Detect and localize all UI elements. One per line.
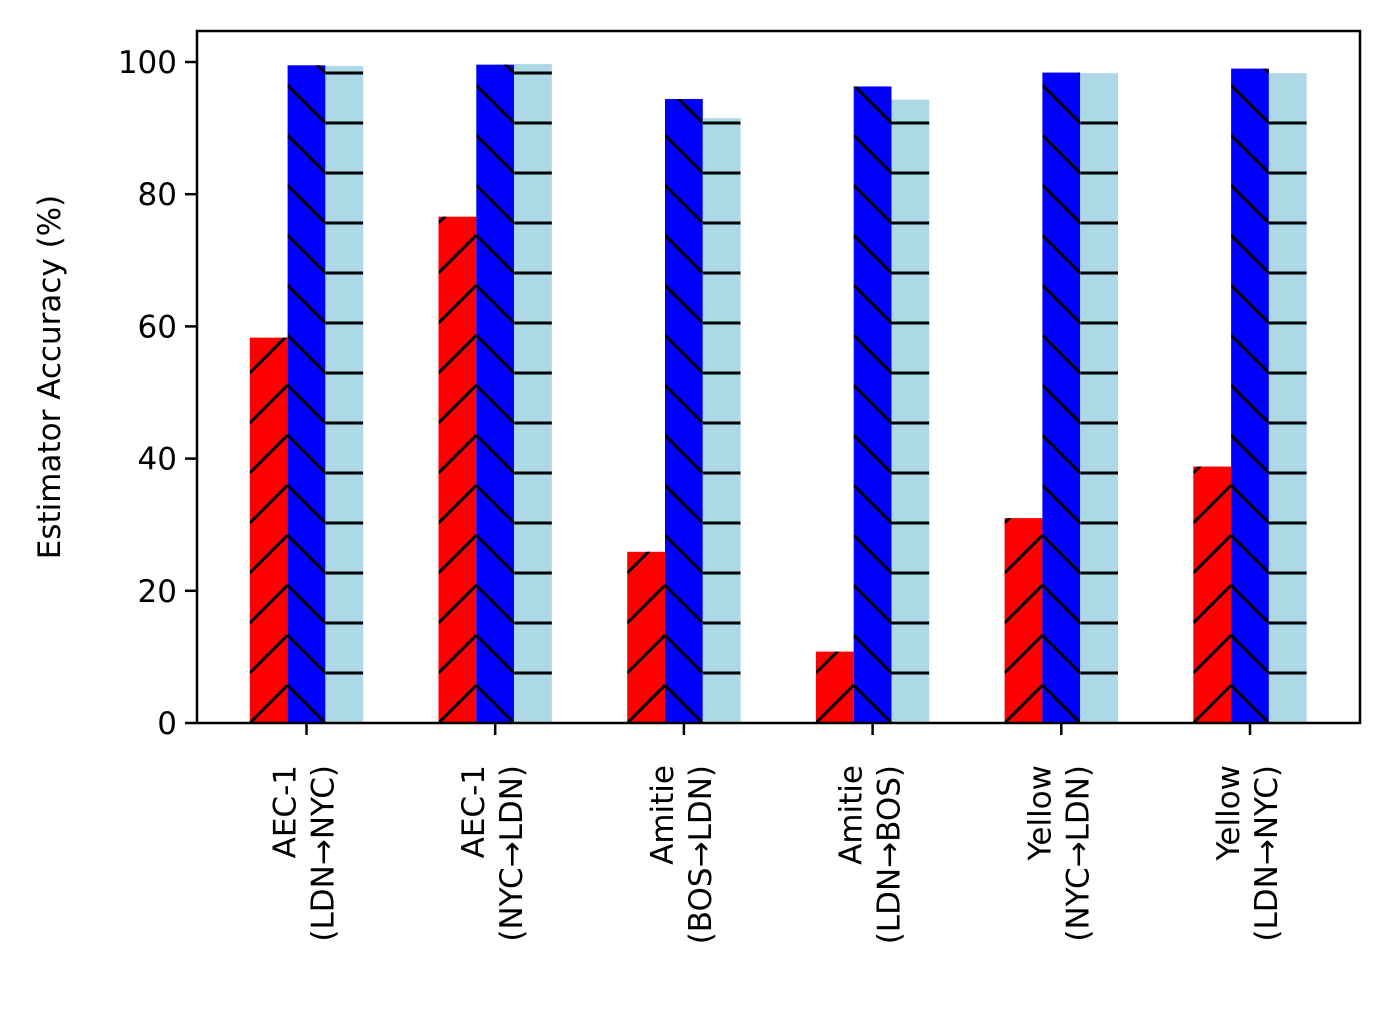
bar-s2-4 (853, 86, 892, 723)
bars-layer (249, 63, 1307, 723)
bar-s2-3 (665, 99, 703, 723)
y-tick-label-100: 100 (118, 45, 177, 81)
y-tick-label-20: 20 (138, 574, 177, 610)
bar-s1-3 (627, 551, 666, 723)
x-tick-label-5: Yellow(NYC→LDN) (1022, 765, 1096, 942)
x-tick-label-3: Amitie(BOS→LDN) (645, 765, 719, 944)
y-tick-label-40: 40 (138, 442, 177, 478)
y-axis-title: Estimator Accuracy (%) (32, 195, 68, 559)
bar-s1-4 (815, 651, 854, 723)
x-tick-label-6: Yellow(LDN→NYC) (1211, 765, 1285, 942)
bar-s3-1 (325, 65, 364, 723)
x-axis: AEC-1(LDN→NYC) AEC-1(NYC→LDN) Amitie(BOS→L… (268, 723, 1285, 944)
bar-s3-2 (514, 63, 552, 723)
bar-s1-5 (1004, 518, 1043, 723)
x-tick-label-1: AEC-1(LDN→NYC) (268, 765, 342, 942)
plot-frame (195, 29, 1362, 725)
bar-s1-6 (1193, 466, 1232, 723)
y-axis: 0 20 40 60 80 100 (118, 45, 197, 742)
bar-s2-6 (1231, 68, 1269, 723)
bar-s1-2 (438, 216, 477, 723)
bar-s3-6 (1268, 73, 1307, 723)
bar-s3-5 (1080, 73, 1118, 723)
bar-s3-4 (891, 99, 930, 723)
y-tick-label-80: 80 (138, 177, 177, 213)
bar-s2-2 (476, 64, 515, 723)
y-tick-label-0: 0 (157, 706, 177, 742)
plot-background (197, 31, 1360, 723)
y-tick-label-60: 60 (138, 309, 177, 345)
bar-s2-5 (1042, 72, 1081, 723)
bar-s2-1 (287, 65, 326, 723)
x-tick-label-2: AEC-1(NYC→LDN) (456, 765, 530, 942)
x-tick-label-4: Amitie(LDN→BOS) (834, 765, 908, 944)
bar-s1-1 (249, 337, 288, 723)
bar-s3-3 (702, 118, 741, 723)
